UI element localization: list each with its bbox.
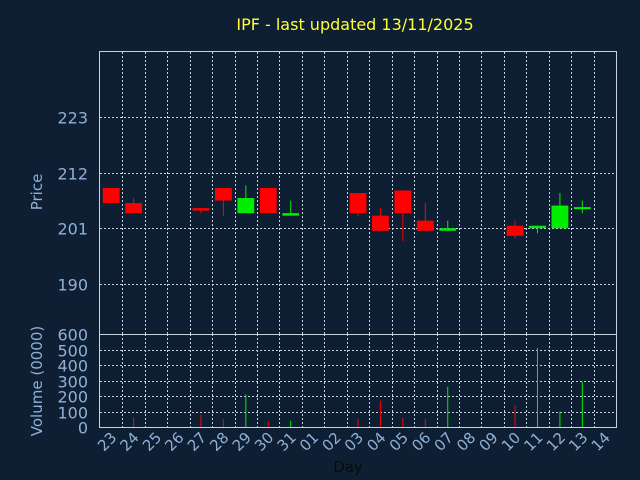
volume-y-tick-label: 0	[78, 419, 88, 438]
volume-bars	[133, 347, 583, 427]
candle	[237, 185, 255, 214]
price-y-tick-label: 201	[57, 220, 88, 239]
candle	[214, 187, 232, 216]
candle-body	[372, 215, 389, 231]
volume-y-tick-label: 100	[57, 404, 88, 423]
x-tick-label: 14	[588, 429, 614, 455]
candle-body	[349, 193, 367, 214]
candle-body	[529, 225, 546, 229]
candles	[102, 185, 591, 241]
candle	[394, 190, 412, 241]
candle-body	[237, 198, 255, 214]
candle	[125, 198, 143, 214]
candle	[349, 193, 367, 216]
candle	[416, 203, 434, 231]
candle-body	[259, 187, 277, 214]
x-ticks: 2324252627282930310102030405060708091011…	[94, 429, 614, 455]
volume-y-tick-label: 500	[57, 342, 88, 361]
candle-body	[551, 205, 569, 229]
x-axis-label: Day	[333, 458, 363, 476]
volume-y-tick-label: 600	[57, 326, 88, 345]
candle	[372, 208, 389, 231]
candle	[529, 225, 546, 234]
candle-body	[125, 203, 143, 214]
candle-body	[573, 207, 591, 210]
price-y-tick-label: 212	[57, 165, 88, 184]
price-y-ticks: 190 201 212 223	[57, 109, 88, 295]
price-y-tick-label: 223	[57, 109, 88, 128]
candle	[551, 193, 569, 229]
candle	[573, 200, 591, 214]
volume-grid	[100, 334, 616, 427]
volume-y-tick-label: 200	[57, 388, 88, 407]
chart-title: IPF - last updated 13/11/2025	[236, 15, 473, 34]
candle	[282, 200, 300, 216]
volume-y-tick-label: 400	[57, 357, 88, 376]
candle	[439, 220, 457, 231]
candle-body	[506, 225, 524, 236]
volume-y-tick-label: 300	[57, 373, 88, 392]
price-y-tick-label: 190	[57, 276, 88, 295]
candle-body	[416, 220, 434, 231]
candle-body	[394, 190, 412, 214]
price-panel: 190 201 212 223 Price	[28, 51, 617, 335]
candle	[102, 187, 120, 204]
candle	[192, 208, 210, 214]
volume-plot-frame	[99, 334, 617, 428]
candle-body	[439, 228, 457, 231]
candle-body	[214, 187, 232, 201]
candle	[506, 220, 524, 239]
candle	[259, 187, 277, 214]
price-grid	[100, 52, 616, 334]
candle-body	[192, 208, 210, 211]
candle-body	[282, 213, 300, 216]
volume-axis-label: Volume (0000)	[28, 326, 46, 436]
price-axis-label: Price	[28, 174, 46, 211]
candle-body	[102, 187, 120, 204]
